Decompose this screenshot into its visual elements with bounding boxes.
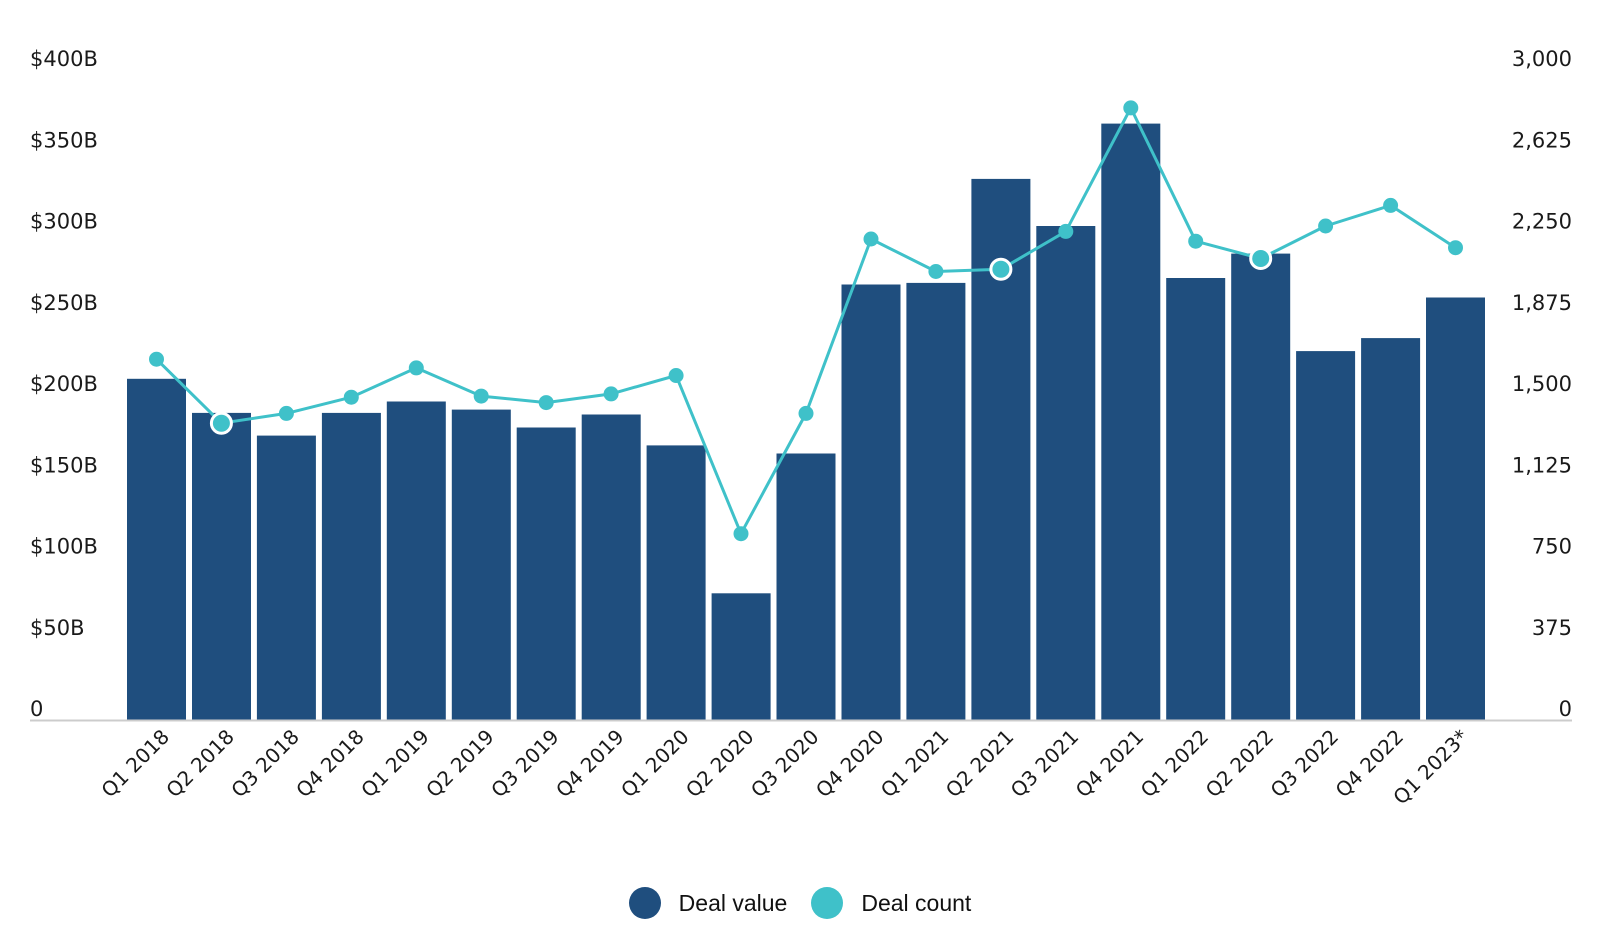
bar-deal-value [516, 427, 576, 720]
legend-label-deal-value: Deal value [678, 889, 788, 916]
bar-deal-value [1231, 253, 1291, 720]
deal-count-point [538, 395, 554, 411]
deal-count-point [209, 411, 233, 435]
legend-item-deal-count[interactable]: Deal count [811, 887, 971, 919]
bar-deal-value [127, 378, 186, 721]
right-tick-label: 750 [1532, 535, 1572, 559]
bar-deal-value [1101, 123, 1161, 721]
bar-deal-value [711, 593, 771, 721]
x-tick-label: Q2 2022 [1201, 725, 1279, 803]
deal-count-point [928, 264, 944, 279]
deal-count-point [278, 405, 294, 421]
left-tick-label: $100B [30, 535, 98, 559]
right-y-axis: 0 375 750 1,125 1,500 1,875 2,250 2,625 3,000 [1512, 47, 1572, 721]
deal-count-point [408, 360, 424, 376]
bar-deal-value [841, 284, 901, 720]
right-tick-label: 2,250 [1512, 210, 1572, 234]
left-tick-label: 0 [30, 697, 43, 721]
x-tick-label: Q1 2021 [876, 725, 954, 803]
legend: Deal value Deal count [0, 878, 1600, 928]
bar-deal-value [1036, 226, 1096, 720]
bar-deal-value [776, 453, 836, 720]
left-tick-label: $200B [30, 372, 98, 396]
deal-count-point [1058, 223, 1074, 239]
x-tick-label: Q1 2020 [616, 725, 694, 803]
right-tick-label: 1,875 [1512, 291, 1572, 315]
deal-count-point [473, 388, 489, 404]
right-tick-label: 375 [1532, 616, 1572, 640]
x-tick-label: Q1 2019 [356, 725, 434, 803]
bar-deal-value [451, 409, 511, 720]
legend-item-deal-value[interactable]: Deal value [628, 887, 788, 919]
right-tick-label: 1,500 [1512, 372, 1572, 396]
x-tick-label: Q3 2018 [226, 725, 304, 803]
deal-count-point [863, 231, 879, 247]
deal-count-point [1188, 233, 1204, 249]
right-tick-label: 0 [1559, 697, 1572, 721]
left-tick-label: $350B [30, 128, 98, 152]
left-tick-label: $150B [30, 453, 98, 477]
x-tick-label: Q1 2018 [96, 725, 174, 803]
deal-count-point [1383, 197, 1399, 213]
bar-deal-value [1166, 278, 1226, 720]
x-tick-label: Q4 2020 [811, 725, 889, 803]
x-tick-label: Q4 2021 [1071, 725, 1149, 803]
x-tick-label: Q4 2018 [291, 725, 369, 803]
deal-count-swatch [811, 887, 844, 919]
bar-deal-value [192, 412, 251, 720]
x-tick-label: Q2 2018 [161, 725, 239, 803]
x-tick-label: Q1 2022 [1136, 725, 1214, 803]
bar-deal-value [386, 401, 446, 720]
deal-count-point [989, 257, 1013, 281]
right-tick-label: 2,625 [1512, 128, 1572, 152]
x-tick-label: Q2 2020 [681, 725, 759, 803]
x-tick-label: Q3 2021 [1006, 725, 1084, 803]
left-tick-label: $50B [30, 616, 85, 640]
left-y-axis: 0 $50B $100B $150B $200B $250B $300B $350B $400B [30, 47, 98, 721]
deal-count-point [343, 389, 359, 405]
deal-count-point [603, 386, 619, 402]
bar-deal-value [321, 412, 381, 720]
deal-count-point [668, 368, 684, 383]
bar-deal-value [1361, 338, 1421, 720]
x-tick-label: Q3 2019 [486, 725, 564, 803]
deal-count-point [1249, 247, 1273, 270]
deal-value-bars [127, 123, 1485, 721]
bar-deal-value [1426, 297, 1485, 720]
bar-deal-value [646, 445, 706, 720]
left-tick-label: $300B [30, 210, 98, 234]
right-tick-label: 3,000 [1512, 47, 1572, 71]
combo-chart: 0 $50B $100B $150B $200B $250B $300B $350B $400B… [30, 47, 1572, 810]
bar-deal-value [581, 414, 641, 720]
deal-value-swatch [628, 887, 661, 919]
deal-count-point [1448, 240, 1463, 256]
right-tick-label: 1,125 [1512, 453, 1572, 477]
deal-count-point [798, 405, 814, 421]
deal-count-line-layer [149, 100, 1463, 542]
bar-deal-value [1296, 351, 1356, 720]
deal-count-point [733, 526, 749, 542]
bar-deal-value [906, 282, 966, 720]
x-tick-label: Q3 2022 [1266, 725, 1344, 803]
x-tick-label: Q3 2020 [746, 725, 824, 803]
x-tick-label: Q2 2019 [421, 725, 499, 803]
deal-count-point [149, 351, 164, 367]
x-tick-label: Q4 2019 [551, 725, 629, 803]
deal-count-point [1123, 100, 1139, 116]
left-tick-label: $250B [30, 291, 98, 315]
left-tick-label: $400B [30, 47, 98, 71]
deal-count-point [1318, 218, 1334, 234]
bar-deal-value [256, 435, 316, 720]
x-tick-label: Q2 2021 [941, 725, 1019, 803]
legend-label-deal-count: Deal count [861, 889, 972, 916]
